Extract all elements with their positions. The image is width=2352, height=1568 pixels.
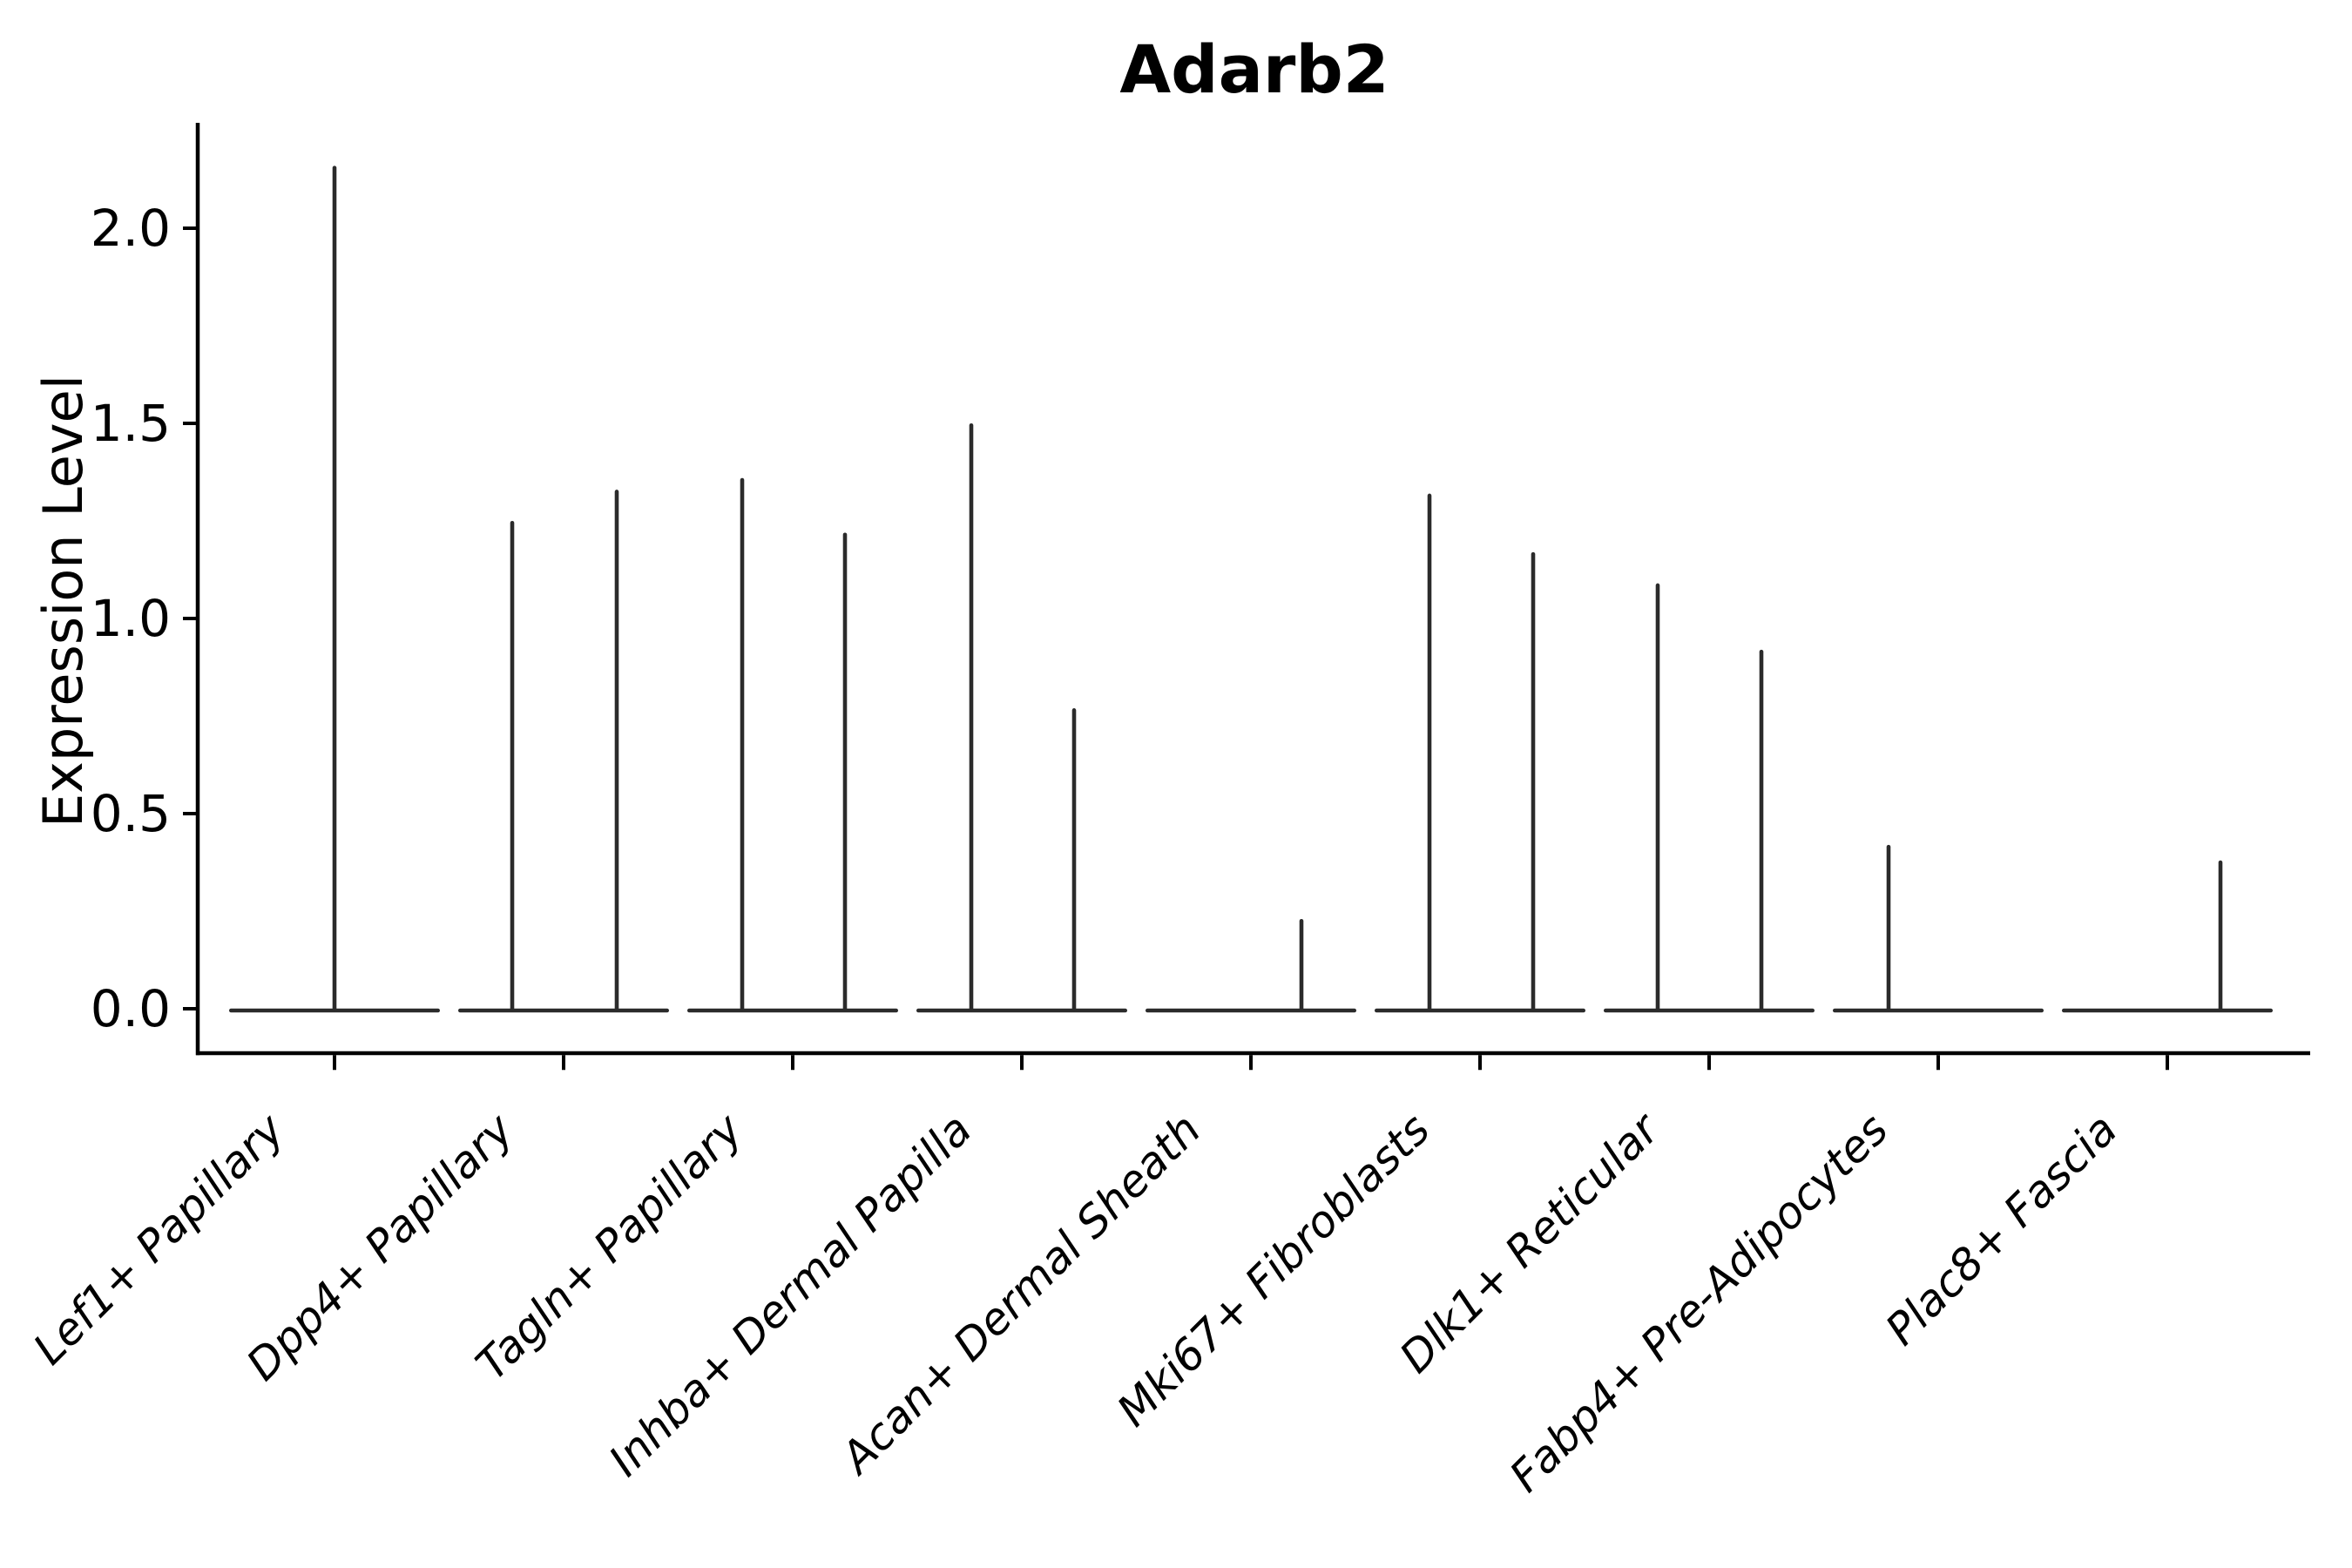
x-tick-label: Plac8+ Fascia: [1876, 1104, 2127, 1355]
y-axis-label: Expression Level: [31, 375, 95, 828]
violin-base: [687, 1008, 898, 1013]
chart-title: Adarb2: [1119, 30, 1389, 108]
y-tick-label: 1.5: [91, 394, 171, 453]
y-tick-label: 0.0: [91, 979, 171, 1038]
violin-base: [2062, 1008, 2273, 1013]
violin-base: [1604, 1008, 1815, 1013]
violin-base: [1375, 1008, 1585, 1013]
violin-base: [1833, 1008, 2044, 1013]
x-tick-label: Acan+ Dermal Sheath: [830, 1104, 1211, 1484]
violin-base: [458, 1008, 669, 1013]
y-tick-label: 0.5: [91, 784, 171, 843]
x-tick-label: Fabp4+ Pre-Adipocytes: [1500, 1104, 1898, 1502]
x-tick-label: Inhba+ Dermal Papilla: [599, 1104, 981, 1485]
violin-base: [916, 1008, 1127, 1013]
y-tick-label: 1.0: [91, 589, 171, 648]
violin-base: [1146, 1008, 1356, 1013]
y-tick-label: 2.0: [91, 199, 171, 258]
x-tick-label: Lef1+ Papillary: [24, 1103, 294, 1374]
